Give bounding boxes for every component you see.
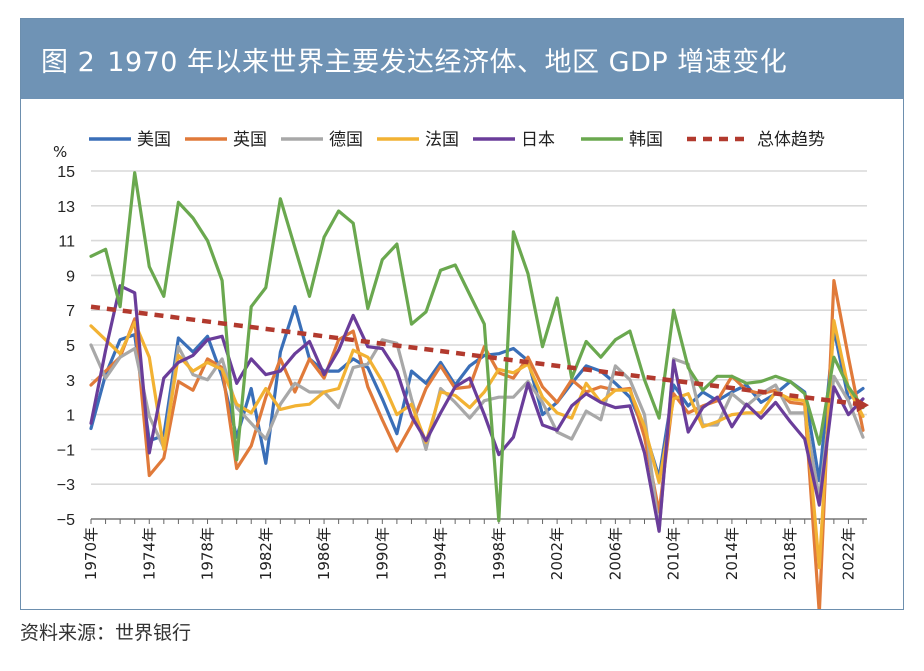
y-axis-unit: % — [53, 143, 67, 161]
x-tick-label: 2002年 — [548, 527, 566, 580]
figure-title: 1970 年以来世界主要发达经济体、地区 GDP 增速变化 — [107, 46, 788, 78]
x-tick-label: 2022年 — [839, 527, 857, 580]
figure-label: 图 2 — [41, 46, 96, 78]
trend-line — [90, 304, 860, 407]
y-tick-label: 5 — [66, 338, 75, 355]
y-tick-label: 1 — [66, 408, 75, 425]
series-line-德国 — [89, 338, 865, 533]
y-tick-label: 9 — [66, 268, 75, 285]
y-tick-label: 7 — [66, 303, 75, 320]
series-line-韩国 — [89, 171, 865, 523]
x-tick-label: 1970年 — [82, 527, 100, 580]
legend-label: 总体趋势 — [757, 130, 825, 150]
x-tick-label: 1998年 — [490, 527, 508, 580]
legend-label: 德国 — [329, 130, 363, 150]
source-note: 资料来源：世界银行 — [20, 622, 192, 644]
trend-arrowhead — [855, 397, 869, 413]
y-tick-label: −3 — [57, 477, 75, 494]
y-tick-label: 3 — [66, 373, 75, 390]
legend-label: 美国 — [137, 130, 171, 150]
y-tick-label: 13 — [57, 199, 75, 216]
x-tick-label: 1982年 — [257, 527, 275, 580]
x-tick-label: 1990年 — [373, 527, 391, 580]
y-tick-label: −1 — [57, 442, 75, 459]
x-tick-label: 2006年 — [606, 527, 624, 580]
legend-label: 法国 — [425, 130, 459, 150]
x-tick-label: 1978年 — [199, 527, 217, 580]
y-tick-label: −5 — [57, 512, 75, 529]
series-line-日本 — [89, 284, 865, 533]
figure-title-bar: 图 2 1970 年以来世界主要发达经济体、地区 GDP 增速变化 — [21, 19, 903, 99]
figure-frame: 图 2 1970 年以来世界主要发达经济体、地区 GDP 增速变化 −5 −3 −1… — [20, 18, 904, 610]
x-tick-label: 1974年 — [140, 527, 158, 580]
y-tick-label: 15 — [57, 164, 75, 181]
x-tick-label: 2014年 — [723, 527, 741, 580]
legend-label: 韩国 — [629, 130, 663, 150]
x-tick-label: 2010年 — [665, 527, 683, 580]
x-tick-label: 2018年 — [781, 527, 799, 580]
legend-label: 日本 — [521, 130, 555, 150]
legend-label: 英国 — [233, 130, 267, 150]
y-tick-label: 11 — [58, 234, 75, 251]
x-tick-label: 1994年 — [432, 527, 450, 580]
x-tick-label: 1986年 — [315, 527, 333, 580]
